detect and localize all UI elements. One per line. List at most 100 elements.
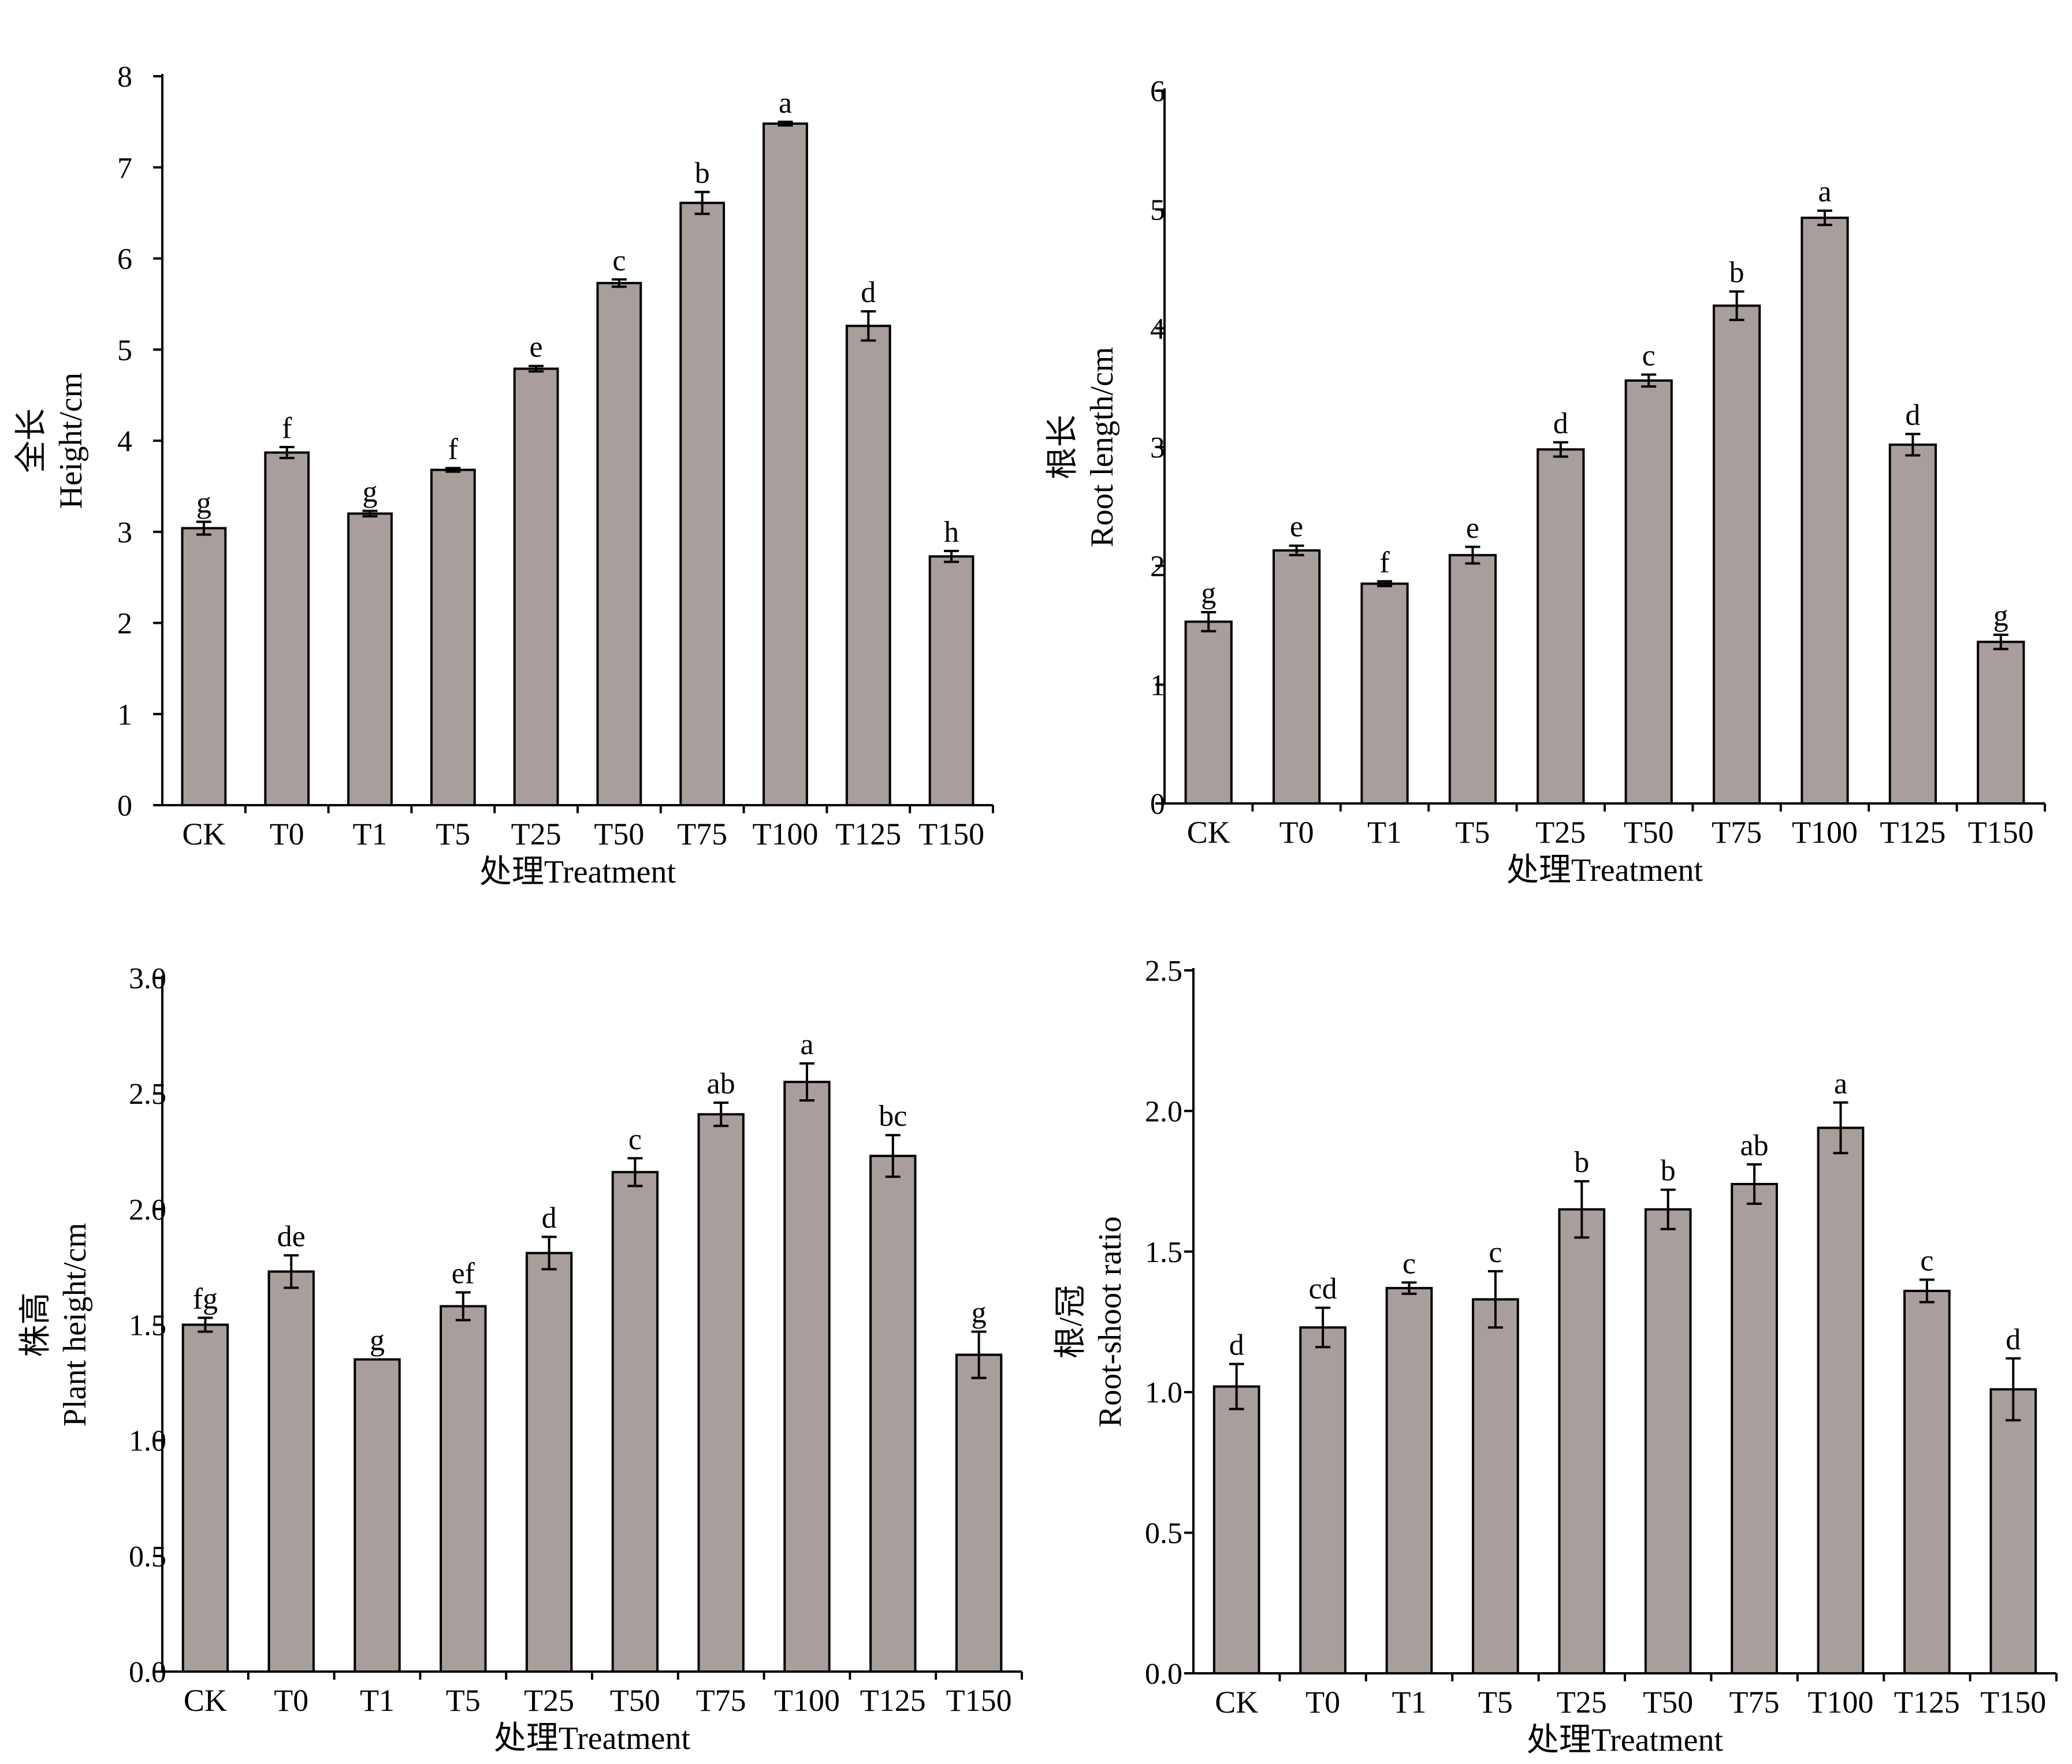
chart4-category-label: T125 (1894, 1685, 1960, 1720)
chart4-bar-T125 (1903, 1289, 1951, 1674)
chart1-significance-letter: c (612, 244, 626, 277)
chart1-category-label: T125 (835, 817, 901, 851)
chart2-y-tick-label: 0 (1150, 788, 1165, 821)
chart3-y-tick-label: 2.0 (129, 1193, 166, 1226)
chart1-bar-T0 (264, 451, 310, 806)
chart1-category-label: T50 (594, 817, 644, 851)
chart2-bar-T50 (1624, 379, 1673, 805)
chart3-bar-T50 (611, 1171, 659, 1673)
chart3-significance-letter: d (542, 1201, 557, 1234)
chart3-significance-letter: ab (707, 1067, 735, 1100)
chart2-error-bar-T125 (1905, 433, 1921, 457)
chart1-y-tick-label: 0 (117, 790, 132, 823)
chart1-error-bar-CK (196, 520, 211, 536)
chart3-error-bar-T125 (885, 1134, 901, 1178)
chart4-error-bar-T0 (1315, 1307, 1331, 1349)
chart4-significance-letter: d (2006, 1323, 2021, 1356)
chart1-significance-letter: g (196, 486, 211, 519)
chart2-bar-T125 (1888, 443, 1937, 805)
chart3-y-tick-label: 0.0 (129, 1656, 166, 1689)
chart1-y-axis-title-cn: 全长 (14, 408, 50, 473)
chart4-error-bar-T5 (1487, 1270, 1503, 1329)
chart3-category-label: T125 (860, 1683, 926, 1718)
chart3-significance-letter: a (800, 1028, 813, 1061)
chart4-significance-letter: b (1574, 1146, 1589, 1179)
chart3-bar-T25 (525, 1252, 573, 1673)
chart4-y-axis-title-cn: 根/冠 (1053, 1285, 1089, 1359)
chart4-significance-letter: c (1403, 1247, 1416, 1280)
chart4-significance-letter: d (1229, 1329, 1244, 1362)
chart4-category-label: T50 (1643, 1685, 1693, 1720)
chart3-significance-letter: ef (452, 1257, 475, 1290)
chart4-category-label: T1 (1392, 1685, 1427, 1720)
chart3-category-label: T5 (446, 1683, 481, 1718)
chart1-significance-letter: a (779, 87, 792, 120)
chart3-significance-letter: de (277, 1220, 306, 1253)
chart4-significance-letter: c (1920, 1244, 1933, 1277)
chart1-error-bar-T25 (529, 364, 544, 373)
chart4-bar-T100 (1817, 1126, 1865, 1675)
chart1-category-label: T25 (511, 817, 561, 851)
chart1-bar-T125 (845, 325, 891, 806)
chart4-category-label: T0 (1305, 1685, 1340, 1720)
chart1-category-label: T5 (436, 817, 470, 851)
chart3-panel: 0.0 0.5 1.0 1.5 2.0 2.5 3.0 fg CK de T0 g T1 ef T5 d T25… (18, 962, 1023, 1756)
chart3-y-axis-title-cn: 株高 (18, 1293, 54, 1357)
chart4-bar-T150 (1989, 1388, 2037, 1675)
chart1-category-label: T0 (270, 817, 304, 851)
chart4-significance-letter: cd (1309, 1272, 1337, 1305)
chart3-error-bar-T5 (455, 1291, 471, 1322)
chart1-y-tick-label: 3 (117, 516, 132, 549)
chart4-bar-CK (1212, 1385, 1260, 1675)
chart1-y-tick-label: 4 (117, 425, 132, 458)
chart2-significance-letter: g (1993, 600, 2008, 632)
chart4-category-label: T25 (1557, 1685, 1607, 1720)
chart4-category-label: T5 (1478, 1685, 1513, 1720)
chart4-y-tick-label: 0.0 (1145, 1658, 1182, 1691)
chart1-x-axis-title: 处理Treatment (479, 854, 676, 890)
chart2-error-bar-T75 (1729, 290, 1744, 321)
chart3-category-label: T1 (360, 1683, 395, 1718)
chart2-bar-T25 (1537, 448, 1585, 805)
chart4-bar-T5 (1472, 1298, 1519, 1674)
chart4-error-bar-T150 (2006, 1357, 2021, 1421)
chart2-category-label: T1 (1367, 815, 1402, 850)
chart3-significance-letter: fg (193, 1282, 218, 1315)
chart3-category-label: T50 (610, 1683, 660, 1718)
chart4-y-tick-label: 2.0 (1145, 1095, 1182, 1128)
chart3-y-tick-label: 0.5 (129, 1540, 166, 1573)
chart2-significance-letter: c (1642, 340, 1656, 373)
chart4-y-tick-label: 1.0 (1145, 1376, 1182, 1409)
chart3-bar-T100 (783, 1081, 831, 1673)
chart2-error-bar-T150 (1993, 633, 2008, 650)
chart4-error-bar-T1 (1401, 1281, 1417, 1295)
chart4-y-tick-label: 2.5 (1145, 955, 1182, 988)
chart2-error-bar-CK (1201, 611, 1217, 632)
chart2-bar-T150 (1977, 641, 2025, 805)
chart4-y-tick-label: 0.5 (1145, 1517, 1182, 1550)
chart3-category-label: T75 (696, 1683, 746, 1718)
chart1-bar-T75 (679, 202, 726, 807)
chart2-y-tick-label: 1 (1150, 669, 1165, 702)
chart2-significance-letter: e (1290, 511, 1303, 544)
chart1-y-tick-label: 7 (117, 152, 132, 185)
chart3-category-label: T0 (274, 1683, 308, 1718)
chart1-significance-letter: f (448, 433, 459, 466)
chart1-bar-T100 (762, 122, 808, 806)
chart3-error-bar-T50 (627, 1157, 643, 1188)
chart4-category-label: T75 (1729, 1685, 1780, 1720)
chart2-bar-CK (1184, 620, 1233, 805)
chart3-y-tick-label: 1.5 (129, 1309, 166, 1342)
chart3-error-bar-T100 (799, 1062, 814, 1102)
chart2-significance-letter: a (1818, 176, 1831, 209)
chart2-error-bar-T50 (1641, 373, 1657, 388)
chart1-bar-T150 (928, 555, 974, 807)
chart4-bar-T0 (1299, 1326, 1346, 1675)
chart1-y-tick-label: 2 (117, 608, 132, 641)
chart2-panel: 0 1 2 3 4 5 6 g CK e T0 f T1 e T5 d T25 c T50 b T75 a T100 d T12… (1045, 75, 2046, 888)
chart2-significance-letter: e (1466, 512, 1479, 545)
chart1-error-bar-T100 (778, 120, 793, 127)
chart1-bar-T1 (347, 512, 393, 806)
chart2-bar-T75 (1712, 304, 1761, 805)
